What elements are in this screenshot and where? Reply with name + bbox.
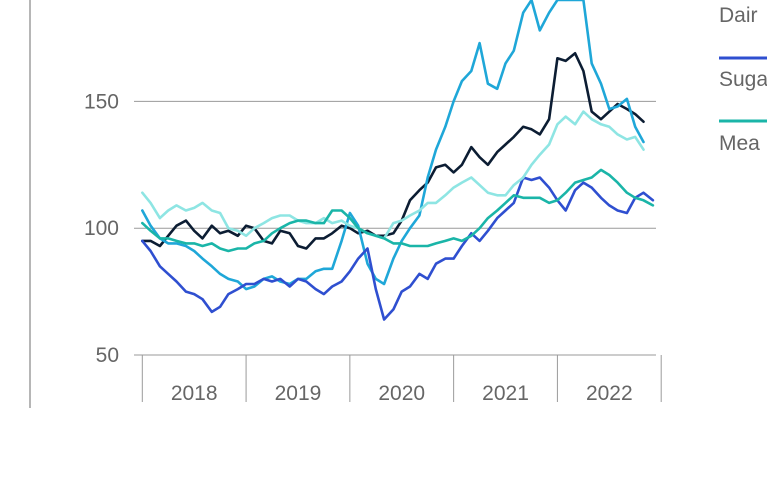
x-axis: 2018 2019 2020 2021 2022 (134, 354, 662, 405)
x-tick-label: 2020 (378, 382, 425, 405)
legend-item-dair: Dair (719, 4, 758, 27)
series-lines (141, 0, 655, 321)
y-tick-label: 50 (96, 344, 119, 367)
y-tick-label: 150 (84, 90, 119, 113)
x-tick-label: 2019 (275, 382, 322, 405)
series-line-4 (141, 110, 645, 240)
series-line-1 (141, 52, 645, 250)
x-tick-label: 2021 (482, 382, 529, 405)
legend-label-mea: Mea (719, 132, 760, 155)
series-line-5 (141, 168, 655, 253)
series-line-2 (141, 0, 645, 291)
x-tick-label: 2022 (586, 382, 633, 405)
legend-item-suga: Suga (719, 56, 767, 91)
y-tick-label: 100 (84, 217, 119, 240)
gridlines (134, 100, 656, 229)
legend: Dair Suga Mea (719, 4, 767, 155)
x-tick-label: 2018 (171, 382, 218, 405)
series-line-3 (141, 176, 655, 321)
legend-item-mea: Mea (719, 119, 767, 155)
legend-label-dair: Dair (719, 4, 758, 27)
legend-label-suga: Suga (719, 68, 767, 91)
y-axis-ticks: 50 100 150 (84, 90, 119, 367)
